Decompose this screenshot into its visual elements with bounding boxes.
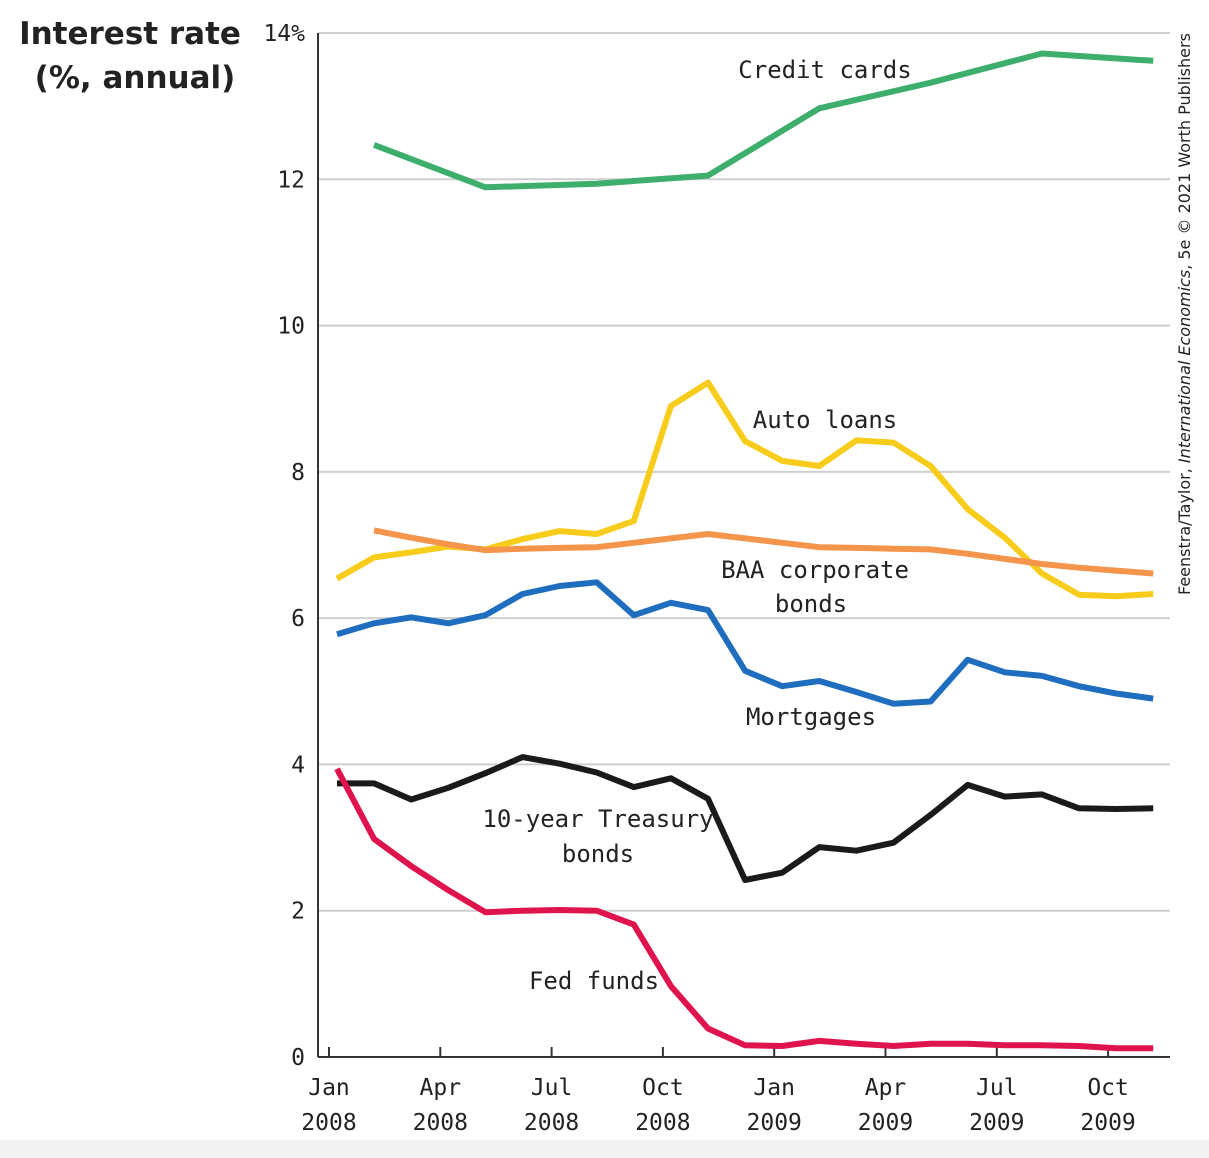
x-tick-year: 2009 (969, 1110, 1024, 1136)
y-axis-title: Interest rate (%, annual) (19, 16, 241, 96)
x-tick-year: 2009 (858, 1110, 913, 1136)
series-label-baa-corporate-bonds: bonds (775, 590, 847, 618)
series-label-baa-corporate-bonds: BAA corporate (721, 556, 909, 584)
series-line-mortgages (336, 579, 1154, 707)
y-tick-label: 0 (291, 1045, 305, 1071)
x-tick-month: Jan (753, 1075, 795, 1101)
y-tick-label: 6 (291, 606, 305, 632)
x-tick-month: Jan (308, 1075, 350, 1101)
y-tick-label: 2 (291, 899, 305, 925)
series-labels: Credit cards Auto loans BAA corporate bonds… (482, 56, 911, 995)
y-tick-label: 4 (291, 752, 305, 778)
x-tick-year: 2008 (301, 1110, 356, 1136)
x-tick-month: Jul (531, 1075, 573, 1101)
credit-prefix: Feenstra/Taylor, (1175, 463, 1194, 595)
gridlines (318, 32, 1170, 912)
series-label-auto-loans: Auto loans (753, 406, 898, 434)
x-tick-month: Jul (976, 1075, 1018, 1101)
series-line-baa-corporate-bonds (373, 527, 1154, 577)
y-tick-label: 14% (263, 21, 305, 47)
series-line-10-year-treasury-bonds (337, 754, 1154, 883)
x-tick-month: Apr (865, 1075, 907, 1101)
x-tick-year: 2008 (524, 1110, 579, 1136)
copyright-credit: Feenstra/Taylor, International Economics… (1175, 33, 1194, 595)
x-tick-year: 2009 (1080, 1110, 1135, 1136)
series-line-fed-funds (334, 767, 1154, 1052)
y-tick-label: 8 (291, 460, 305, 486)
x-tick-month: Oct (1087, 1075, 1129, 1101)
y-axis-title-line: (%, annual) (35, 60, 236, 96)
axes: 0 2 4 6 8 10 12 14% Jan 2008 Apr 2008 Jul 2008 Oct 2008… (263, 21, 1170, 1136)
x-tick-year: 2008 (413, 1110, 468, 1136)
credit-suffix: , 5e © 2021 Worth Publishers (1175, 33, 1194, 270)
x-tick-month: Apr (420, 1075, 462, 1101)
y-tick-label: 12 (277, 167, 305, 193)
series-label-fed-funds: Fed funds (529, 967, 659, 995)
y-axis-title-line: Interest rate (19, 16, 241, 52)
x-tick-month: Oct (642, 1075, 684, 1101)
series-label-mortgages: Mortgages (746, 703, 876, 731)
y-tick-label: 10 (277, 314, 305, 340)
series-label-credit-cards: Credit cards (738, 56, 911, 84)
series-label-10-year-treasury-bonds: bonds (562, 840, 634, 868)
credit-book-title: International Economics (1175, 270, 1194, 463)
x-tick-year: 2008 (635, 1110, 690, 1136)
x-tick-year: 2009 (747, 1110, 802, 1136)
bottom-band (0, 1140, 1209, 1158)
series-line-credit-cards (373, 50, 1154, 191)
series-lines (334, 50, 1154, 1052)
series-label-10-year-treasury-bonds: 10-year Treasury (482, 805, 713, 833)
